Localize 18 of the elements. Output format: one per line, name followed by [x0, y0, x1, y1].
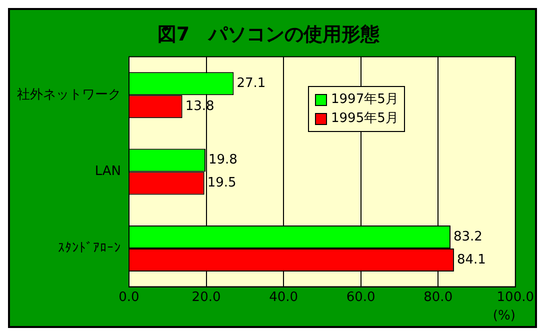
data-label: 19.8 — [208, 152, 238, 168]
x-tick-label: 40.0 — [269, 290, 298, 305]
x-tick-label: 0.0 — [118, 290, 140, 305]
x-tick-label: 80.0 — [424, 290, 453, 305]
x-tick-label: 20.0 — [192, 290, 221, 305]
y-tick-label: ｽﾀﾝﾄﾞｱﾛｰﾝ — [58, 240, 121, 256]
legend-label: 1997年5月 — [331, 91, 398, 109]
y-tick-label: 社外ネットワーク — [17, 88, 121, 103]
chart-title: 図7 パソコンの使用形態 — [157, 23, 381, 46]
data-label: 27.1 — [236, 76, 266, 92]
x-axis-title: (%) — [492, 308, 516, 324]
data-label: 84.1 — [456, 252, 486, 268]
y-tick-label: LAN — [94, 164, 121, 180]
data-label: 83.2 — [453, 229, 482, 244]
data-label: 19.5 — [207, 176, 236, 191]
x-tick-label: 100.0 — [496, 290, 534, 305]
x-tick-label: 60.0 — [346, 290, 376, 305]
legend-label: 1995年5月 — [331, 110, 398, 128]
